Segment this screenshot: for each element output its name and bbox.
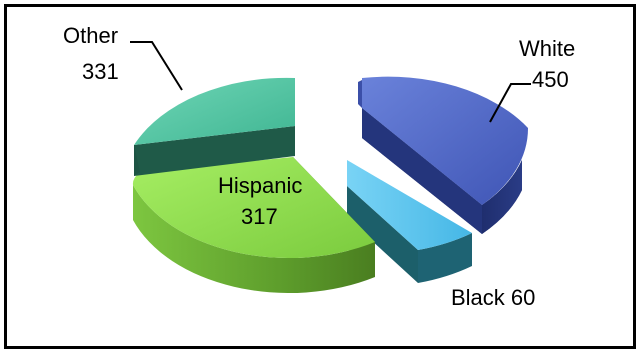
pie-slice-black [347,160,472,283]
label-other-name: Other [63,23,118,48]
label-white-name: White [519,36,575,61]
pie-slice-other [134,77,295,176]
pie-slice-hispanic [132,157,375,294]
label-hispanic-name: Hispanic [218,173,302,198]
label-hispanic-value: 317 [241,204,278,229]
leader-line-other [130,41,183,91]
label-white-value: 450 [532,67,569,92]
label-black: Black 60 [451,285,535,310]
pie-slice-white [358,76,529,234]
label-other-value: 331 [82,59,119,84]
chart-frame [4,4,636,349]
leader-line-white [489,83,531,123]
